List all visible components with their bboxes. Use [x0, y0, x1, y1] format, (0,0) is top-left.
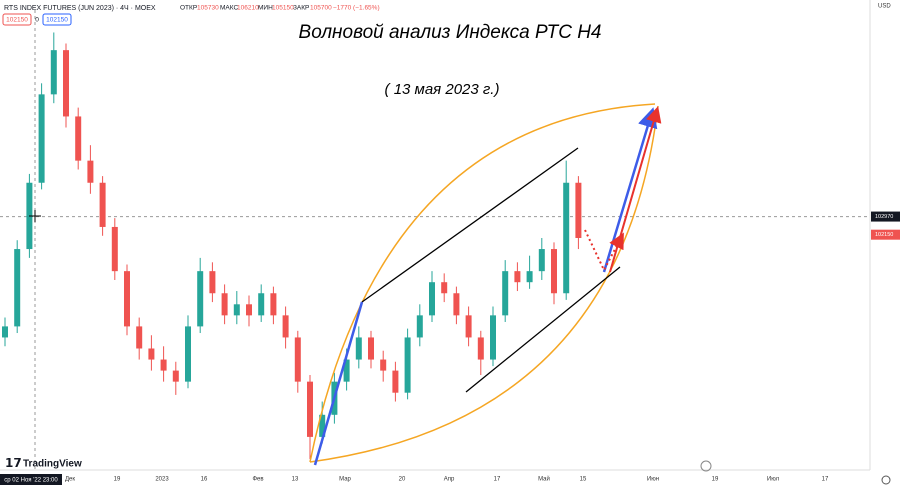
x-tick-label: 2023	[155, 477, 169, 483]
candle-body	[343, 359, 350, 382]
candle-body	[270, 293, 277, 316]
candle-body	[380, 359, 387, 371]
channel-upper	[361, 147, 579, 303]
candle-body	[477, 337, 484, 360]
x-tick-label: 16	[201, 477, 208, 483]
currency: USD	[878, 4, 891, 10]
candle-body	[63, 50, 69, 117]
candle-body	[319, 414, 326, 437]
crosshair-time: ср 02 Ноя '22 23:00	[4, 478, 58, 484]
candle-body	[368, 337, 374, 360]
ohlc-value: 105150	[272, 5, 294, 12]
arc-lower	[309, 105, 659, 463]
candle-body	[575, 182, 582, 238]
ohlc-change: −1770 (−1.65%)	[333, 5, 380, 12]
badge: 102150	[46, 17, 68, 24]
candle-body	[221, 293, 228, 316]
wave-up	[313, 301, 364, 466]
candle-body	[233, 304, 240, 316]
candle-body	[282, 315, 289, 338]
candle-body	[502, 271, 509, 316]
candle-body	[526, 271, 533, 283]
candle-body	[136, 326, 143, 349]
candle-body	[124, 271, 130, 327]
ohlc-label: ОТКР	[180, 5, 197, 12]
x-tick-label: 13	[292, 477, 299, 483]
scroll-button[interactable]	[700, 460, 712, 472]
candle-body	[197, 271, 204, 327]
candle-body	[160, 359, 167, 371]
x-tick-label: 15	[580, 477, 587, 483]
candle-body	[490, 315, 496, 360]
ohlc-label: МАКС	[220, 5, 238, 12]
badge: 0	[35, 17, 39, 24]
badge	[42, 13, 72, 26]
x-tick-label: Фев	[252, 477, 263, 483]
x-tick-label: Мар	[339, 477, 351, 483]
candle-body	[172, 370, 179, 382]
x-tick-label: Июн	[647, 477, 659, 483]
candle-body	[355, 337, 362, 360]
arc-upper	[309, 103, 656, 463]
candle-body	[307, 381, 313, 437]
last-price: 102150	[875, 232, 893, 238]
candle-body	[185, 326, 191, 382]
candle-body	[514, 271, 521, 283]
badge: 102150	[6, 17, 28, 24]
x-tick-label: Дек	[65, 477, 75, 483]
candle-body	[538, 249, 545, 272]
x-tick-label: 19	[114, 477, 121, 483]
candle-body	[294, 337, 301, 382]
price-label-box	[871, 211, 900, 222]
ohlc-label: МИН	[258, 5, 273, 12]
ohlc-value: 105700	[310, 5, 332, 12]
candle-body	[453, 293, 460, 316]
candle-body	[148, 348, 155, 360]
x-tick-label: 17	[494, 477, 501, 483]
candle-body	[75, 116, 82, 161]
x-tick-label: 20	[399, 477, 406, 483]
crosshair-price: 102970	[875, 214, 893, 220]
candle-body	[258, 293, 265, 316]
candle-body	[563, 182, 570, 294]
candle-body	[441, 282, 448, 294]
candle-body	[14, 249, 21, 327]
candle-body	[392, 370, 399, 393]
candle-body	[429, 282, 435, 316]
annotation: ( 13 мая 2023 г.)	[385, 81, 500, 98]
x-tick-label: 19	[712, 477, 719, 483]
x-tick-label: Май	[538, 476, 550, 483]
wave-forecast	[609, 106, 662, 273]
candle-body	[50, 50, 57, 95]
price-label-box	[871, 229, 900, 240]
annotation: Волновой анализ Индекса РТС Н4	[299, 22, 602, 43]
brand: TradingView	[23, 459, 82, 470]
candle-body	[465, 315, 472, 338]
channel-lower	[465, 266, 621, 393]
ohlc-value: 105730	[197, 5, 219, 12]
ohlc-value: 106210	[237, 5, 259, 12]
candle-body	[209, 271, 216, 294]
logo: 𝟭𝟳	[5, 456, 22, 470]
settings-button[interactable]	[881, 475, 891, 485]
candle-body	[246, 304, 252, 316]
candle-body	[38, 94, 45, 183]
candle-body	[111, 226, 118, 272]
ohlc-label: ЗАКР	[293, 5, 309, 12]
candle-body	[416, 315, 423, 338]
x-tick-label: Апр	[444, 477, 455, 483]
badge	[2, 13, 32, 26]
candle-body	[87, 160, 94, 183]
x-tick-label: 17	[822, 477, 829, 483]
candle-body	[404, 337, 411, 393]
symbol: RTS INDEX FUTURES (JUN 2023) · 4Ч · MOEX	[4, 5, 156, 12]
candle-body	[99, 182, 106, 227]
x-tick-label: Июл	[767, 477, 780, 483]
time-label-box	[0, 474, 62, 485]
wave-forecast	[602, 107, 658, 273]
candle-body	[2, 326, 8, 338]
candle-body	[551, 249, 557, 294]
